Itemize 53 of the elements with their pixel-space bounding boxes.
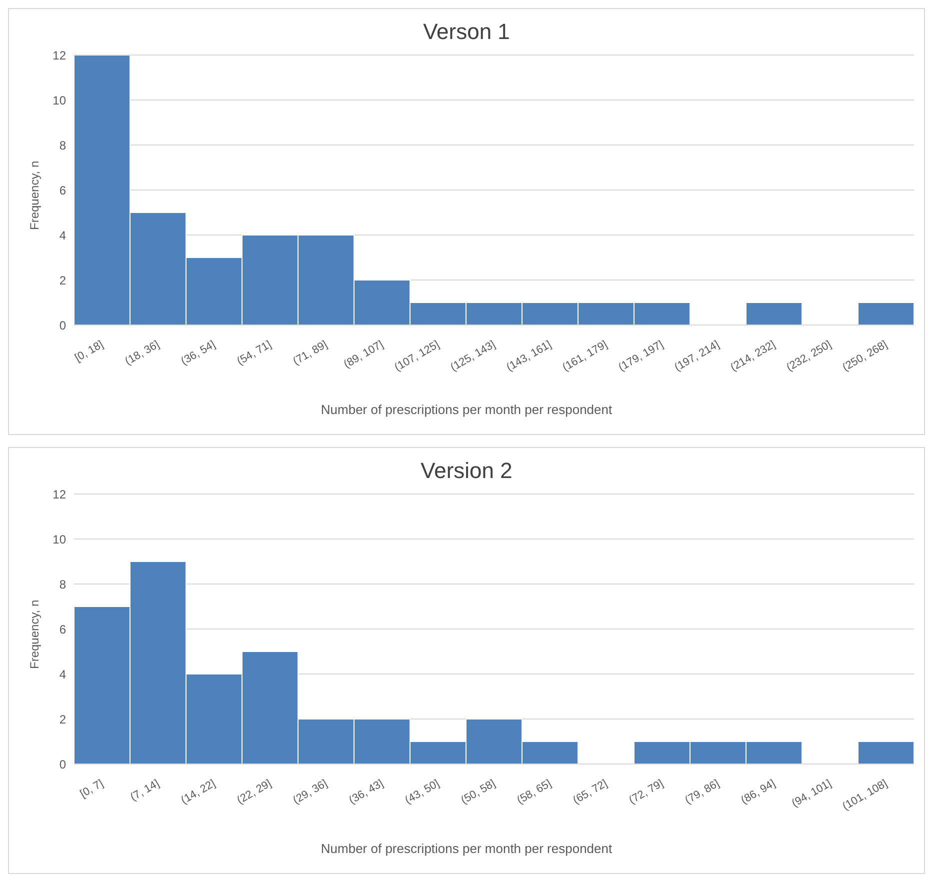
- y-tick-label: 12: [52, 48, 66, 62]
- bar: [746, 302, 802, 325]
- x-tick-label: (89, 107]: [342, 338, 386, 371]
- y-tick-label: 2: [59, 273, 66, 288]
- x-axis-title: Number of prescriptions per month per respondent: [320, 841, 614, 856]
- y-tick-label: 6: [59, 183, 66, 198]
- x-tick-label: (29, 36]: [291, 778, 330, 807]
- y-tick-label: 10: [52, 532, 66, 546]
- chart-title: Version 2: [420, 458, 514, 484]
- x-tick-label: [0, 7]: [78, 778, 106, 800]
- bar: [858, 741, 914, 764]
- y-tick-label: 8: [59, 138, 66, 152]
- x-tick-label: (161, 179]: [560, 338, 610, 374]
- y-tick-label: 12: [52, 487, 66, 502]
- x-tick-label: (179, 197]: [616, 338, 666, 374]
- x-tick-label: (54, 71]: [235, 338, 274, 368]
- y-tick-label: 0: [59, 757, 66, 772]
- x-tick-label: (143, 161]: [504, 338, 554, 374]
- x-tick-label: (18, 36]: [123, 338, 162, 368]
- x-tick-label: (232, 250]: [784, 338, 834, 374]
- x-tick-label: (58, 65]: [515, 778, 554, 807]
- y-axis-title: Frequency, n: [27, 600, 42, 669]
- x-tick-label: (250, 268]: [840, 338, 890, 374]
- x-tick-label: (36, 54]: [179, 338, 218, 368]
- x-tick-label: (22, 29]: [235, 778, 274, 807]
- x-tick-label: (214, 232]: [728, 338, 778, 374]
- x-tick-label: (72, 79]: [627, 778, 666, 807]
- y-tick-label: 6: [59, 622, 66, 636]
- x-tick-label: (50, 58]: [459, 778, 498, 807]
- y-tick-label: 2: [59, 712, 66, 726]
- x-tick-label: (107, 125]: [392, 338, 442, 374]
- x-tick-label: (65, 72]: [571, 778, 610, 807]
- x-tick-label: [0, 18]: [73, 338, 106, 364]
- x-tick-label: (197, 214]: [672, 338, 722, 374]
- y-tick-label: 4: [59, 228, 66, 242]
- bar: [858, 302, 914, 325]
- x-tick-label: (125, 143]: [448, 338, 498, 374]
- x-tick-label: (14, 22]: [179, 778, 218, 807]
- y-tick-label: 4: [59, 667, 66, 682]
- x-tick-label: (79, 86]: [683, 778, 722, 807]
- x-tick-label: (43, 50]: [403, 778, 442, 807]
- x-tick-label: (7, 14]: [128, 778, 162, 804]
- y-tick-label: 10: [52, 93, 66, 108]
- y-axis-title: Frequency, n: [27, 160, 42, 230]
- y-tick-label: 8: [59, 577, 66, 592]
- x-tick-label: (71, 89]: [291, 338, 330, 368]
- x-axis-title: Number of prescriptions per month per respondent: [320, 402, 614, 417]
- x-tick-label: (101, 108]: [840, 778, 890, 813]
- y-tick-label: 0: [59, 318, 66, 332]
- x-tick-label: (86, 94]: [739, 778, 778, 807]
- x-tick-label: (36, 43]: [347, 778, 386, 807]
- x-tick-label: (94, 101]: [790, 778, 834, 810]
- chart-title: Verson 1: [422, 19, 511, 45]
